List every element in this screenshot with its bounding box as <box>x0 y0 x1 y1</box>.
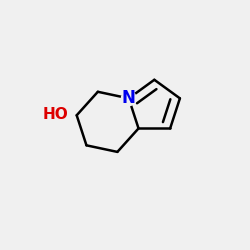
Text: N: N <box>122 89 136 107</box>
Circle shape <box>122 91 136 106</box>
Text: HO: HO <box>42 106 68 122</box>
